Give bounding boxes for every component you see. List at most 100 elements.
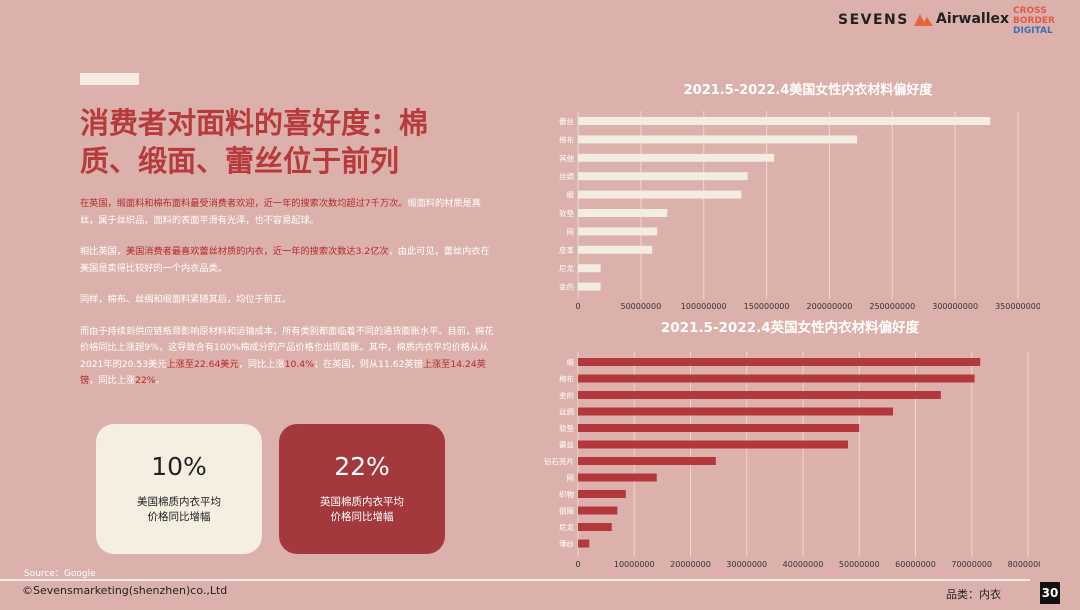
y-category-label: 其他 [559,153,574,163]
x-tick-label: 60000000 [895,560,936,569]
y-category-label: 钢圈 [559,506,574,516]
paragraph-2: 相比英国，美国消费者最喜欢蕾丝材质的内衣，近一年的搜索次数达3.2亿次，由此可见… [80,244,498,277]
stat-label: 美国棉质内衣平均 价格同比增幅 [96,495,262,525]
y-category-label: 软垫 [559,208,574,218]
x-tick-label: 80000000 [1008,560,1040,569]
page-title: 消费者对面料的喜好度：棉质、缎面、蕾丝位于前列 [80,106,429,178]
y-category-label: 薄纱 [559,539,574,549]
bar [578,374,975,383]
paragraph-2-text-a: 相比英国， [80,246,126,257]
y-category-label: 缎 [567,357,575,367]
paragraph-1-highlight: 在英国，缎面料和棉布面料最受消费者欢迎，近一年的搜索次数均超过7千万次。 [80,198,408,209]
y-category-label: 网 [567,227,575,236]
stat-card-uk: 22% 英国棉质内衣平均 价格同比增幅 [279,424,445,554]
footer-divider [0,579,1030,581]
page-number: 30 [1040,582,1060,604]
logo-cross-word: CROSS [1013,6,1047,16]
y-category-label: 网 [567,474,575,483]
bar [578,227,658,236]
stat-value: 22% [334,452,390,481]
paragraph-4-text-e: ；在英国，则从11.62英镑 [313,358,423,370]
source-note: Source：Google [24,569,96,579]
stat-label-line2: 价格同比增幅 [147,511,211,523]
x-tick-label: 70000000 [951,560,992,569]
x-tick-label: 100000000 [681,302,727,311]
y-category-label: 金的 [559,282,574,292]
bar [578,506,618,515]
body-text: 在英国，缎面料和棉布面料最受消费者欢迎，近一年的搜索次数均超过7千万次。缎面料的… [80,196,498,405]
x-tick-label: 50000000 [620,302,661,311]
airwallex-logo-icon [914,14,933,26]
stat-label-line1: 英国棉质内衣平均 [320,496,404,508]
bar [578,282,601,291]
chart-title: 2021.5-2022.4英国女性内衣材料偏好度 [661,319,920,336]
y-category-label: 金的 [559,390,574,400]
chart-us-material-preference: 2021.5-2022.4美国女性内衣材料偏好度 0 50000000 1000000… [559,82,1040,311]
paragraph-4-highlight-d: 10.4% [284,358,314,370]
y-category-label: 织物 [559,489,574,499]
paragraph-4-highlight-f: 上涨至14.24英镑 [80,358,486,387]
stat-label-line2: 价格同比增幅 [330,511,394,523]
copyright: ©Sevensmarketing(shenzhen)co.,Ltd [22,584,228,597]
bar [578,153,775,162]
paragraph-4-highlight-b: 上涨至22.64美元 [166,358,239,370]
x-tick-label: 0 [575,560,580,569]
bar [578,135,858,144]
bar [578,117,991,125]
bar [578,190,742,199]
bar [578,391,941,399]
y-category-label: 棉布 [559,134,574,144]
bar [578,245,653,254]
logo-border-word: BORDER [1013,16,1055,26]
paragraph-4-text-c: ，同比上涨 [238,358,285,370]
x-tick-label: 20000000 [670,560,711,569]
y-category-label: 棉布 [559,374,574,384]
paragraph-2-text-c: ，由此可见，蕾丝内衣在美国是卖得比较好的一个内衣品类。 [80,246,490,274]
bar [578,424,860,432]
bar [578,358,981,366]
paragraph-4-text-i: 。 [155,375,165,386]
y-category-label: 软垫 [559,423,574,433]
stat-label: 英国棉质内衣平均 价格同比增幅 [279,495,445,525]
paragraph-1-text: 缎面料的材质是真丝，属于丝织品，面料的表面平滑有光泽，也不容易起球。 [80,198,481,226]
x-tick-label: 250000000 [869,302,915,311]
x-tick-label: 30000000 [726,560,767,569]
y-category-label: 蕾丝 [559,116,574,126]
title-accent-bar [80,73,139,85]
y-category-label: 缎 [567,190,575,200]
paragraph-2-highlight: 美国消费者最喜欢蕾丝材质的内衣，近一年的搜索次数达3.2亿次 [125,246,389,257]
x-tick-label: 350000000 [995,302,1040,311]
x-tick-label: 0 [575,302,580,311]
paragraph-1: 在英国，缎面料和棉布面料最受消费者欢迎，近一年的搜索次数均超过7千万次。缎面料的… [80,196,498,229]
bar [578,209,668,217]
stat-value: 10% [151,452,207,481]
y-category-label: 钻石亮片 [544,456,574,466]
paragraph-4-text-a: 而由于持续到供应链瓶颈影响原材料和运输成本，所有类别都面临着不同的通货膨胀水平。… [80,325,494,370]
x-tick-label: 300000000 [932,302,978,311]
chart-title: 2021.5-2022.4美国女性内衣材料偏好度 [684,82,934,98]
sevens-logo: SEVENS [838,12,909,28]
bar [578,473,657,482]
logo-digital-word: DIGITAL [1013,26,1053,36]
bar [578,172,748,181]
x-tick-label: 200000000 [807,302,853,311]
y-category-label: 蕾丝 [559,440,574,450]
chart-uk-material-preference: 2021.5-2022.4英国女性内衣材料偏好度 0 10000000 2000000… [544,319,1040,569]
x-tick-label: 150000000 [744,302,790,311]
paragraph-4-highlight-h: 22% [135,375,156,386]
y-category-label: 丝绸 [559,171,574,181]
x-tick-label: 10000000 [614,560,655,569]
bar [578,523,612,531]
bar [578,490,626,498]
stat-label-line1: 美国棉质内衣平均 [137,496,221,508]
y-category-label: 尼龙 [559,522,574,532]
x-tick-label: 40000000 [783,560,824,569]
bar [578,440,848,449]
y-category-label: 皮革 [559,245,574,255]
bar [578,264,601,273]
stat-card-us: 10% 美国棉质内衣平均 价格同比增幅 [96,424,262,554]
paragraph-4-text-g: ，同比上涨 [89,375,136,386]
paragraph-4: 而由于持续到供应链瓶颈影响原材料和运输成本，所有类别都面临着不同的通货膨胀水平。… [80,324,498,390]
paragraph-3: 同样，棉布、丝绸和缎面料紧随其后，均位于前五。 [80,294,292,305]
bar [578,407,893,416]
